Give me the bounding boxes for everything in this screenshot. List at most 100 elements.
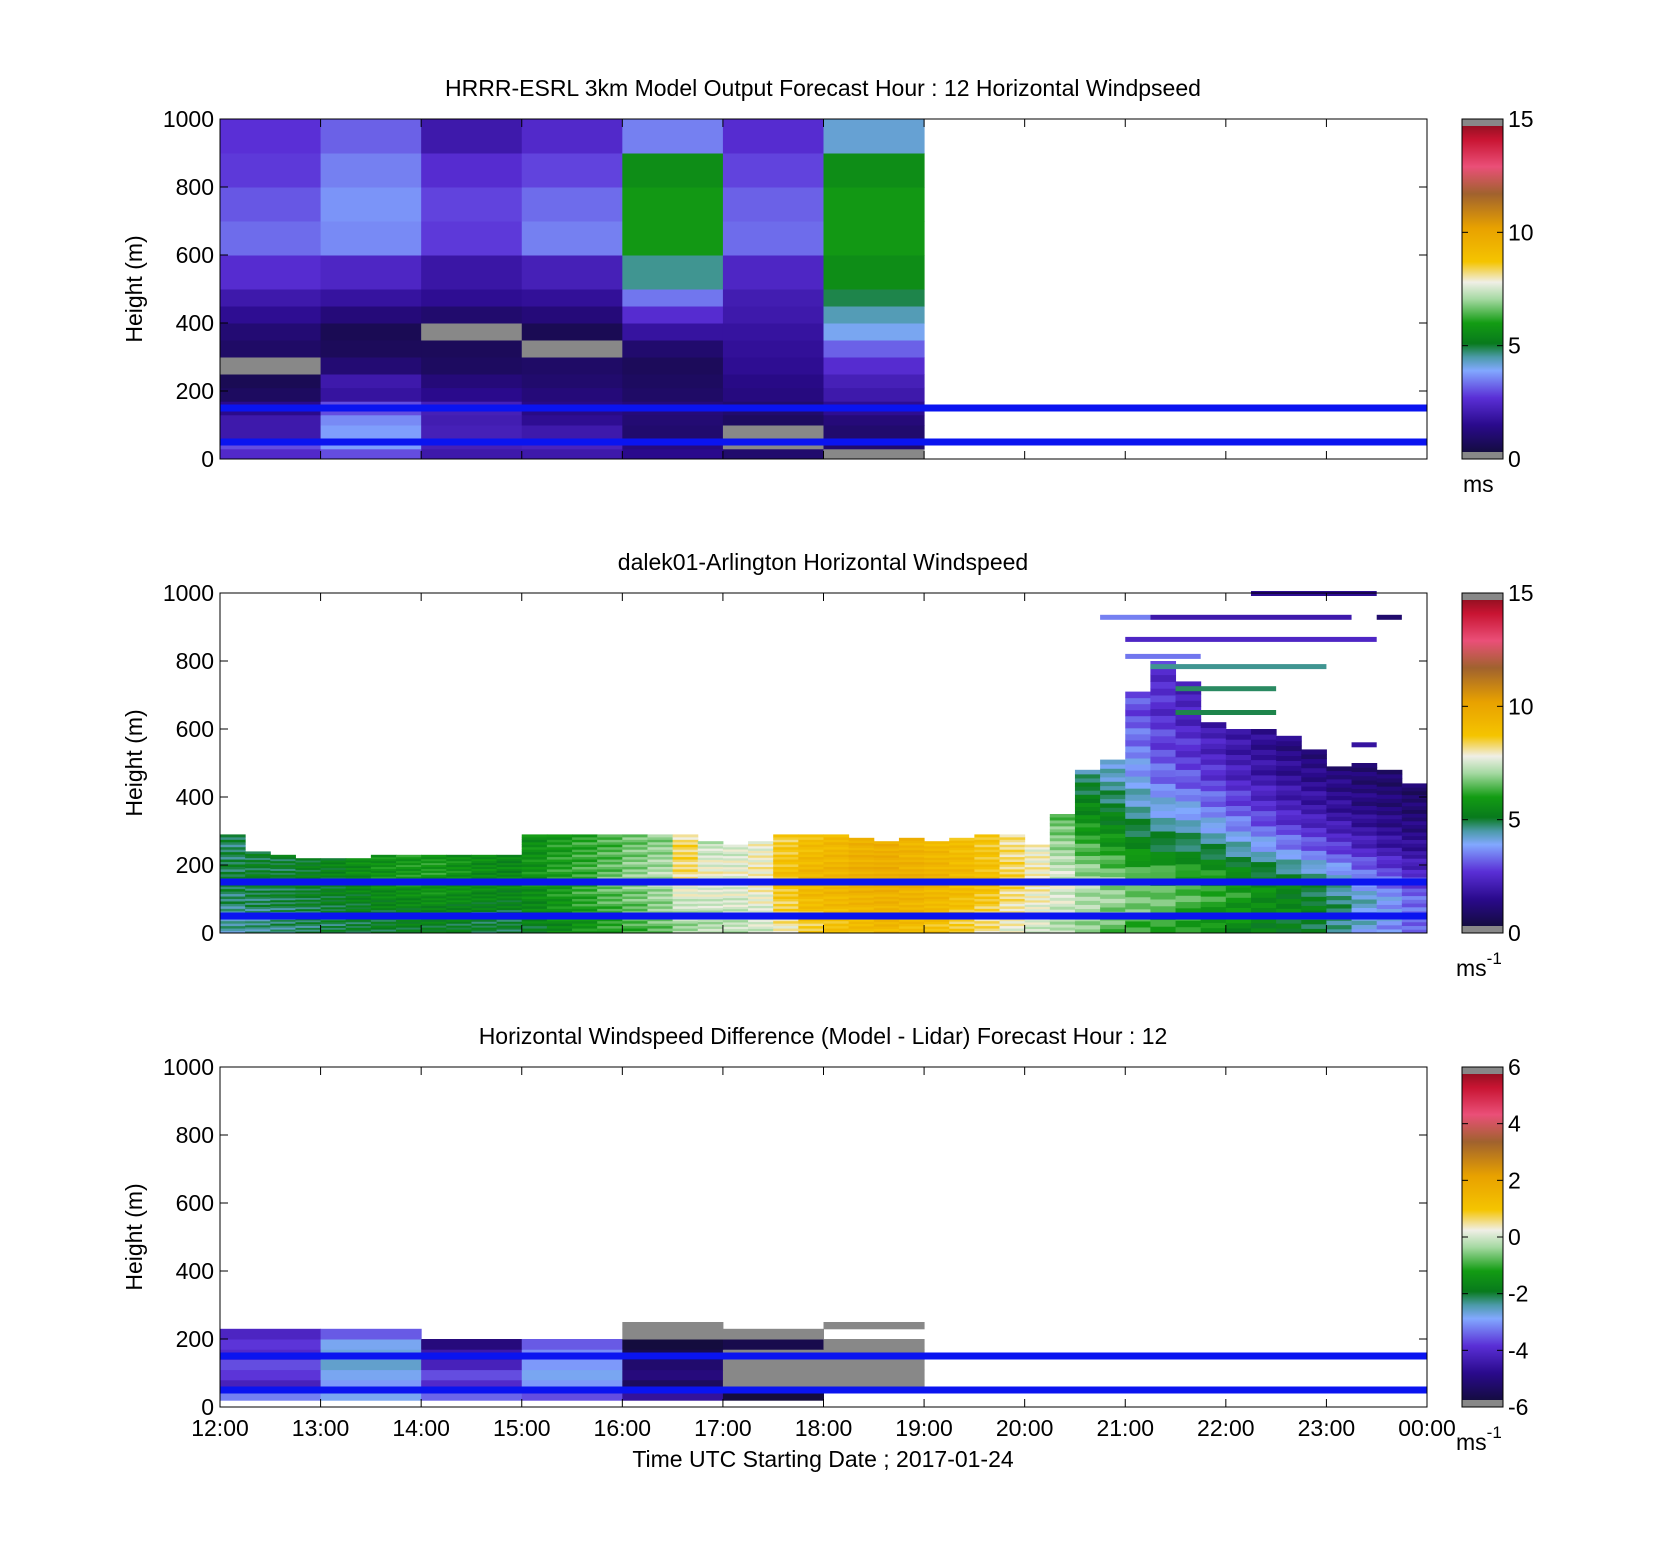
heatmap-cell bbox=[1074, 835, 1101, 840]
heatmap-cell bbox=[370, 925, 397, 928]
heatmap-cell bbox=[1351, 928, 1378, 934]
heatmap-cell bbox=[999, 893, 1026, 897]
heatmap-cell bbox=[748, 861, 774, 865]
heatmap-cell bbox=[999, 836, 1026, 840]
heatmap-cell bbox=[521, 153, 623, 188]
heatmap-cell bbox=[1301, 873, 1327, 879]
heatmap-cell bbox=[1376, 831, 1403, 836]
heatmap-cell bbox=[722, 1339, 824, 1350]
heatmap-cell bbox=[320, 1339, 422, 1350]
heatmap-cell bbox=[471, 907, 498, 911]
heatmap-cell bbox=[220, 1369, 322, 1381]
heatmap-cell bbox=[622, 841, 648, 845]
heatmap-cell bbox=[722, 1359, 824, 1371]
heatmap-cell bbox=[898, 863, 925, 867]
heatmap-cell bbox=[873, 903, 900, 906]
heatmap-cell bbox=[622, 920, 648, 924]
heatmap-cell bbox=[421, 856, 447, 860]
heatmap-cell bbox=[748, 921, 774, 925]
heatmap-cell bbox=[1150, 905, 1177, 914]
heatmap-cell bbox=[722, 899, 749, 903]
heatmap-cell bbox=[999, 851, 1026, 855]
heatmap-cell bbox=[1276, 780, 1302, 786]
heatmap-cell bbox=[848, 854, 875, 858]
heatmap-cell bbox=[748, 852, 774, 856]
heatmap-cell bbox=[1200, 906, 1227, 913]
heatmap-cell bbox=[496, 905, 523, 909]
heatmap-cell bbox=[1150, 865, 1177, 873]
y-tick-label: 200 bbox=[176, 378, 214, 404]
heatmap-cell bbox=[1200, 727, 1227, 734]
heatmap-cell bbox=[1376, 871, 1403, 877]
heatmap-cell bbox=[974, 886, 1001, 890]
heatmap-cell bbox=[421, 340, 523, 358]
heatmap-cell bbox=[546, 888, 573, 892]
heatmap-cell bbox=[949, 868, 975, 872]
heatmap-cell bbox=[471, 864, 498, 868]
heatmap-cell bbox=[1301, 900, 1327, 906]
heatmap-cell bbox=[672, 866, 699, 870]
heatmap-cell bbox=[546, 930, 573, 934]
heatmap-cell bbox=[370, 891, 397, 895]
heatmap-cell bbox=[1326, 837, 1353, 842]
heatmap-cell bbox=[1276, 854, 1302, 860]
heatmap-cell bbox=[220, 255, 322, 290]
heatmap-cell bbox=[999, 849, 1026, 853]
heatmap-cell bbox=[873, 861, 900, 865]
heatmap-cell bbox=[220, 374, 322, 389]
heatmap-cell bbox=[295, 893, 322, 897]
heatmap-cell bbox=[220, 898, 246, 902]
heatmap-cell bbox=[345, 858, 372, 861]
heatmap-cell bbox=[1301, 786, 1327, 792]
heatmap-cell bbox=[421, 889, 447, 893]
heatmap-cell bbox=[446, 895, 472, 899]
heatmap-cell bbox=[1326, 903, 1353, 909]
heatmap-cell bbox=[1125, 884, 1151, 892]
heatmap-cell bbox=[546, 868, 573, 872]
heatmap-cell bbox=[1225, 825, 1252, 832]
heatmap-cell bbox=[823, 306, 925, 324]
heatmap-cell bbox=[1074, 884, 1101, 889]
heatmap-cell bbox=[446, 897, 472, 901]
heatmap-cell bbox=[370, 870, 397, 873]
heatmap-cell bbox=[974, 930, 1001, 934]
heatmap-cell bbox=[270, 923, 296, 926]
heatmap-cell bbox=[697, 848, 724, 851]
heatmap-cell bbox=[370, 876, 397, 879]
panel-title: Horizontal Windspeed Difference (Model -… bbox=[479, 1023, 1168, 1049]
heatmap-cell bbox=[1175, 813, 1202, 821]
heatmap-cell bbox=[496, 929, 523, 932]
heatmap-cell bbox=[270, 909, 296, 912]
heatmap-cell bbox=[1100, 763, 1126, 769]
heatmap-cell bbox=[1175, 794, 1202, 802]
heatmap-cell bbox=[924, 889, 950, 893]
heatmap-cell bbox=[270, 860, 296, 864]
heatmap-cell bbox=[898, 861, 925, 865]
heatmap-cell bbox=[622, 868, 648, 872]
y-axis-label: Height (m) bbox=[121, 709, 147, 816]
heatmap-cell bbox=[1200, 806, 1227, 813]
heatmap-cell bbox=[722, 873, 749, 877]
heatmap-cell bbox=[924, 857, 950, 861]
heatmap-cell bbox=[1351, 865, 1378, 870]
heatmap-cell bbox=[245, 869, 271, 873]
heatmap-cell bbox=[597, 891, 623, 895]
colorbar-cap-bottom bbox=[1462, 1400, 1503, 1407]
heatmap-cell bbox=[1351, 839, 1378, 845]
heatmap-cell bbox=[949, 928, 975, 932]
heatmap-cell bbox=[220, 1328, 322, 1340]
heatmap-cell bbox=[1074, 822, 1101, 828]
heatmap-cell bbox=[999, 846, 1026, 850]
heatmap-cell bbox=[974, 859, 1001, 863]
heatmap-cell bbox=[496, 866, 523, 869]
heatmap-cell bbox=[898, 921, 925, 924]
heatmap-cell bbox=[722, 425, 824, 440]
heatmap-cell bbox=[521, 898, 548, 902]
heatmap-cell bbox=[471, 874, 498, 877]
heatmap-cell bbox=[622, 910, 648, 914]
heatmap-cell bbox=[295, 889, 322, 893]
heatmap-cell bbox=[1200, 790, 1227, 797]
heatmap-cell bbox=[1150, 831, 1177, 839]
x-tick-label: 20:00 bbox=[996, 1415, 1054, 1441]
heatmap-cell bbox=[1326, 920, 1353, 926]
